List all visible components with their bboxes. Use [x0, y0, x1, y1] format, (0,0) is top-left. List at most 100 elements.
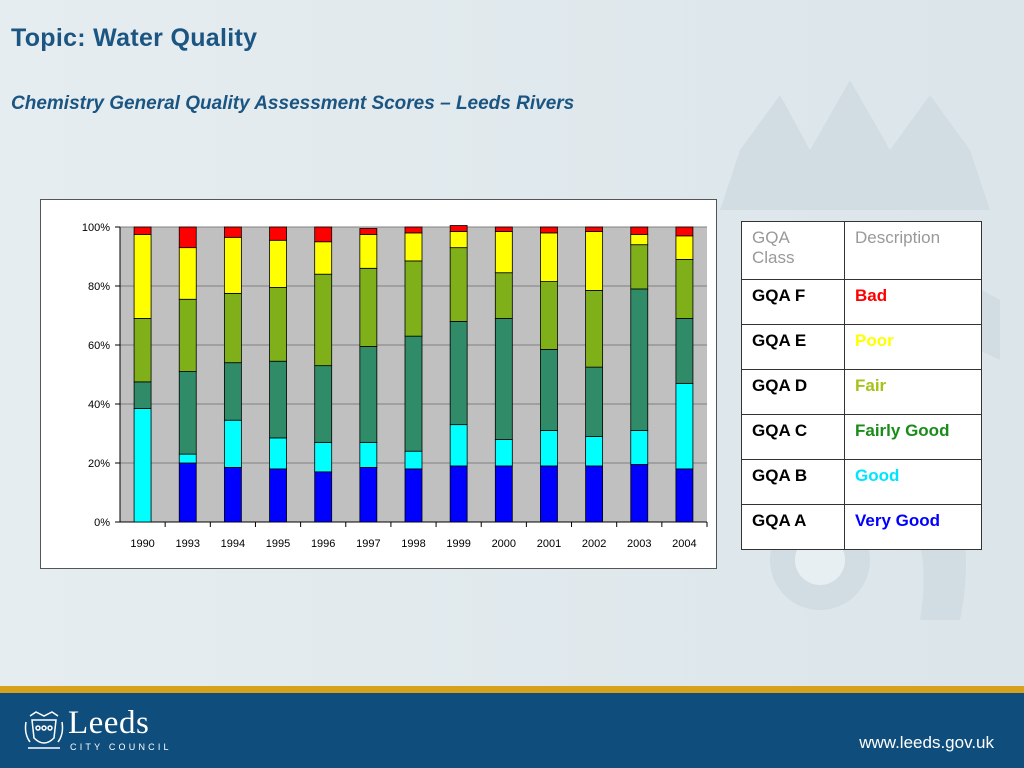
x-tick-label: 1997 — [356, 538, 380, 550]
bar-segment — [359, 441, 378, 468]
bar-segment — [269, 437, 287, 470]
bar-segment — [178, 462, 197, 523]
gqa-class-cell: GQA E — [741, 324, 845, 370]
y-tick-label: 60% — [88, 340, 110, 352]
bar-segment — [675, 259, 694, 319]
gqa-class-cell: GQA D — [741, 369, 845, 415]
bar-segment — [223, 419, 242, 468]
table-row: GQA B Good — [741, 459, 982, 505]
bar-segment — [585, 465, 604, 523]
bar-segment — [494, 226, 513, 232]
table-row: GQA F Bad — [741, 279, 982, 325]
bar-segment — [630, 430, 649, 465]
x-tick-label: 1994 — [221, 538, 245, 550]
bar-segment — [449, 321, 468, 426]
footer-accent-stripe — [0, 686, 1024, 693]
bar-segment — [178, 298, 197, 372]
bar-segment — [404, 226, 423, 234]
bar-segment — [178, 226, 197, 249]
bar-segment — [223, 292, 242, 364]
gqa-description-cell: Very Good — [844, 504, 982, 550]
table-row: GQA C Fairly Good — [741, 414, 982, 460]
bar-segment — [269, 226, 287, 241]
bar-segment — [269, 468, 287, 523]
bar-segment — [630, 288, 649, 431]
y-tick-label: 40% — [88, 399, 110, 411]
bar-segment — [133, 381, 152, 409]
bar-segment — [540, 226, 558, 234]
bar-segment — [178, 247, 197, 300]
bar-segment — [133, 233, 152, 319]
bar-segment — [494, 465, 513, 523]
bar-segment — [359, 233, 378, 269]
x-tick-label: 1995 — [266, 538, 290, 550]
bar-segment — [314, 241, 333, 275]
bar-segment — [178, 453, 197, 464]
gqa-description-cell: Poor — [844, 324, 982, 370]
gqa-class-cell: GQA F — [741, 279, 845, 325]
bar-segment — [449, 225, 468, 232]
gqa-class-cell: GQA C — [741, 414, 845, 460]
x-tick-label: 2002 — [582, 538, 606, 550]
bar-segment — [223, 467, 242, 523]
bar-segment — [494, 272, 513, 319]
bar-segment — [494, 318, 513, 440]
bar-segment — [404, 450, 423, 470]
footer-bar — [0, 693, 1024, 768]
y-tick-label: 20% — [88, 458, 110, 470]
bar-segment — [269, 360, 287, 439]
bar-segment — [494, 438, 513, 467]
table-row: GQA E Poor — [741, 324, 982, 370]
bar-segment — [630, 464, 649, 523]
page-title: Topic: Water Quality — [11, 24, 258, 52]
y-tick-label: 80% — [88, 281, 110, 293]
website-url[interactable]: www.leeds.gov.uk — [859, 733, 994, 752]
gqa-description-cell: Bad — [844, 279, 982, 325]
logo-wordmark: Leeds — [68, 705, 150, 741]
x-tick-label: 2003 — [627, 538, 651, 550]
bar-segment — [630, 244, 649, 290]
bar-segment — [540, 430, 558, 467]
x-tick-label: 1990 — [130, 538, 154, 550]
bar-segment — [675, 226, 694, 237]
x-tick-label: 1993 — [175, 538, 199, 550]
x-tick-label: 2001 — [537, 538, 561, 550]
bar-segment — [494, 231, 513, 274]
x-tick-label: 1998 — [401, 538, 425, 550]
bar-segment — [359, 267, 378, 347]
header-gqa-class: GQA Class — [741, 221, 845, 280]
bar-segment — [404, 260, 423, 337]
bar-segment — [404, 335, 423, 452]
table-row: GQA D Fair — [741, 369, 982, 415]
bar-segment — [404, 232, 423, 262]
bar-segment — [223, 226, 242, 238]
bar-segment — [585, 366, 604, 437]
bar-segment — [630, 226, 649, 235]
gqa-class-cell: GQA B — [741, 459, 845, 505]
x-tick-label: 2000 — [492, 538, 516, 550]
stacked-bar-chart: 0% 20% 40% 60% 80% 100% 1990 1993 1994 1995 1996 19… — [82, 222, 708, 550]
x-tick-label: 1999 — [446, 538, 470, 550]
bar-segment — [314, 471, 333, 523]
x-tick-label: 1996 — [311, 538, 335, 550]
bar-segment — [223, 362, 242, 421]
leeds-crest-logo-icon — [24, 711, 64, 749]
bar-segment — [133, 408, 152, 523]
gqa-class-cell: GQA A — [741, 504, 845, 550]
bar-segment — [540, 349, 558, 431]
bar-segment — [449, 231, 468, 249]
bar-segment — [314, 441, 333, 473]
bar-segment — [449, 424, 468, 467]
table-row: GQA A Very Good — [741, 504, 982, 550]
bar-segment — [540, 232, 558, 282]
bar-segment — [314, 226, 333, 243]
y-tick-label: 0% — [94, 517, 110, 529]
page-subtitle: Chemistry General Quality Assessment Sco… — [11, 93, 575, 114]
bar-segment — [359, 467, 378, 523]
bar-segment — [585, 290, 604, 368]
gqa-legend-table: GQA Class Description GQA F Bad GQA E Po… — [741, 221, 982, 550]
logo-subtext: CITY COUNCIL — [70, 742, 172, 752]
bar-segment — [314, 365, 333, 443]
bar-segment — [314, 273, 333, 367]
bar-segment — [404, 468, 423, 523]
